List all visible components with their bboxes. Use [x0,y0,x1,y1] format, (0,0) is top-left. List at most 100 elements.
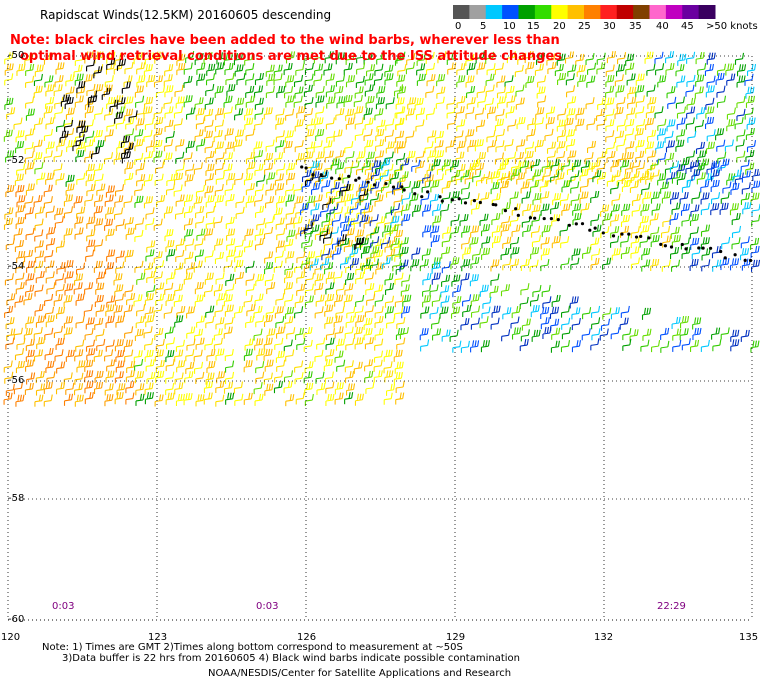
wind-barb [645,141,655,154]
wind-barb [361,259,371,272]
wind-barb [254,194,264,207]
wind-barb [183,218,194,231]
wind-barb [441,159,451,172]
wind-barb [324,304,334,317]
wind-barb [525,141,535,154]
wind-barb [196,139,206,152]
wind-barb [5,317,15,330]
wind-barb [334,326,344,339]
wind-barb [642,328,652,341]
legend-swatch [453,5,470,19]
wind-barb [657,128,667,141]
wind-barb [326,185,336,198]
wind-barb [394,106,404,119]
wind-barb [399,327,409,340]
wind-barb [373,73,384,86]
wind-barb [405,62,415,75]
wind-barb [76,172,86,185]
wind-barb [86,216,96,229]
wind-barb [183,393,193,406]
wind-barb [354,117,364,130]
wind-barb [694,86,704,99]
wind-barb [174,372,184,385]
legend-swatch [649,5,667,19]
wind-barb [285,183,295,196]
wind-barb [105,339,115,352]
wind-barb [43,184,53,197]
wind-barb [215,394,225,407]
wind-barb [434,130,444,143]
wind-barb [104,108,114,121]
wind-barb [470,257,480,270]
wind-barb [651,340,661,353]
wind-barb [720,158,730,171]
wind-barb [675,96,685,109]
wind-barb [145,207,155,220]
wind-barb [65,183,75,196]
wind-barb [124,161,134,175]
wind-barb [183,62,193,75]
wind-barb [655,63,665,76]
wind-barb [487,106,497,119]
wind-barb [310,214,320,227]
wind-barb [165,371,175,384]
wind-barb [234,172,244,186]
wind-barb [395,392,405,405]
wind-barb [550,170,560,183]
wind-barb [124,108,134,121]
wind-barb [225,194,235,207]
wind-barb [265,139,275,152]
wind-barb [285,108,295,121]
wind-barb [303,326,313,340]
wind-barb [452,340,462,353]
wind-barb [135,383,145,396]
wind-barb [215,172,225,185]
wind-barb [376,216,386,229]
wind-barb [274,337,284,350]
wind-barb [381,236,391,249]
wind-barb [15,205,25,218]
wind-barb [293,74,304,88]
wind-barb [93,129,103,143]
wind-barb [264,152,274,165]
wind-barb [255,315,265,328]
wind-barb [363,128,373,142]
wind-barb [374,194,384,207]
wind-barb [324,371,334,384]
wind-barb [415,119,425,132]
wind-barb [56,361,66,374]
wind-barb [614,74,624,87]
wind-barb [334,350,344,363]
wind-barb [214,195,225,208]
wind-barb [174,172,184,185]
wind-barb [294,372,304,385]
wind-barbs-layer [3,50,760,407]
wind-barb [370,192,380,206]
wind-barb [65,127,75,141]
wind-barb [386,316,396,329]
wind-barb [25,108,35,121]
wind-barb [542,326,552,340]
wind-barb [183,95,193,108]
wind-barb [429,284,439,297]
wind-barb [647,150,657,163]
wind-barb [205,305,215,318]
wind-barb [461,237,471,250]
wind-barb [124,326,134,339]
contamination-circle [647,236,651,240]
wind-barb [669,212,679,226]
wind-barb [420,306,430,319]
wind-barb [55,173,65,186]
wind-barb [570,170,580,183]
contamination-circle [472,199,477,203]
wind-barb [383,361,393,374]
wind-barb [355,162,366,176]
wind-barb [315,106,325,119]
wind-barb [566,129,576,142]
wind-barb [750,192,760,205]
wind-barb [75,293,85,306]
wind-barb [94,84,104,97]
contamination-circle [542,216,546,221]
wind-barb [44,75,54,88]
wind-barb [235,206,245,219]
